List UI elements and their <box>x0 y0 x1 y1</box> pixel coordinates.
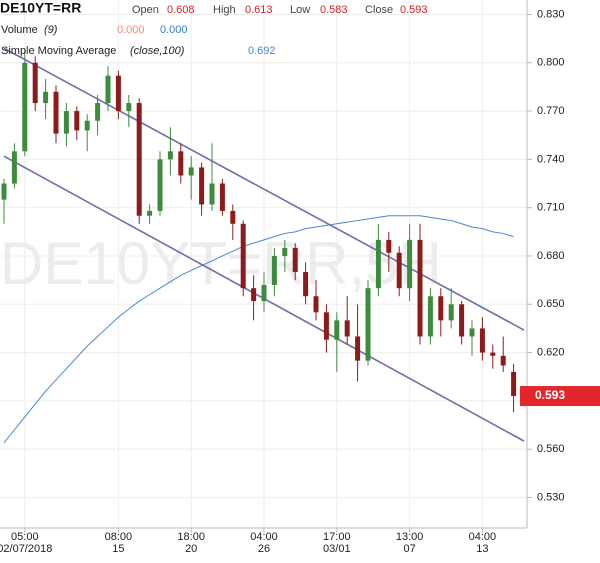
y-tick-label: 0.800 <box>537 57 565 69</box>
candle-body <box>43 91 49 104</box>
candle-body <box>417 239 423 337</box>
candle-body <box>479 328 485 353</box>
candle-body <box>365 288 371 361</box>
candle-body <box>199 167 205 205</box>
x-date-label: 20 <box>185 543 197 555</box>
ohlc-value: 0.608 <box>167 4 195 16</box>
candle-body <box>115 75 121 112</box>
candle-body <box>105 75 111 104</box>
volume-params: (9) <box>44 24 58 36</box>
trend-line <box>3 47 525 331</box>
candle-body <box>219 183 225 211</box>
candle-body <box>240 223 246 289</box>
x-tick-label: 08:00 <box>105 531 133 543</box>
x-date-label: 07 <box>403 543 415 555</box>
x-tick-label: 17:00 <box>323 531 351 543</box>
x-date-label: 13 <box>476 543 488 555</box>
y-tick-label: 0.740 <box>537 153 565 165</box>
candle-body <box>386 239 392 253</box>
candle-body <box>63 111 69 134</box>
candle-body <box>178 151 184 176</box>
ohlc-value: 0.583 <box>320 4 348 16</box>
candle-body <box>407 239 413 289</box>
candle-body <box>95 103 101 121</box>
ohlc-label: High <box>213 4 236 16</box>
ohlc-label: Low <box>290 4 310 16</box>
sma-value: 0.692 <box>248 45 276 57</box>
candle-body <box>11 151 17 184</box>
candle-body <box>448 304 454 321</box>
candle-body <box>490 352 496 356</box>
candle-body <box>1 183 7 200</box>
candle-body <box>271 255 277 285</box>
ohlc-label: Close <box>365 4 393 16</box>
candle-body <box>261 284 267 302</box>
candle-body <box>459 304 465 337</box>
x-tick-label: 04:00 <box>250 531 278 543</box>
candle-body <box>167 151 173 160</box>
y-tick-label: 0.560 <box>537 443 565 455</box>
candle-body <box>230 210 236 224</box>
y-tick-label: 0.710 <box>537 202 565 214</box>
candle-body <box>500 355 506 366</box>
candle-body <box>136 103 142 216</box>
x-date-label: 02/07/2018 <box>0 543 52 555</box>
candle-body <box>438 296 444 321</box>
candle-body <box>126 103 132 112</box>
candle-body <box>313 296 319 313</box>
last-price-badge <box>520 386 600 407</box>
candle-body <box>292 247 298 273</box>
candle-body <box>344 320 350 337</box>
y-tick-label: 0.830 <box>537 8 565 20</box>
candle-body <box>334 320 340 340</box>
candle-body <box>396 252 402 289</box>
x-tick-label: 05:00 <box>11 531 39 543</box>
y-tick-label: 0.650 <box>537 298 565 310</box>
candle-body <box>22 62 28 152</box>
candle-body <box>511 371 517 397</box>
candle-body <box>157 159 163 211</box>
volume-value: 0.000 <box>160 24 188 36</box>
candle-body <box>147 210 153 216</box>
volume-value: 0.000 <box>117 24 145 36</box>
sma-label: Simple Moving Average <box>1 45 116 57</box>
candle-body <box>323 312 329 340</box>
candle-body <box>375 239 381 289</box>
candle-body <box>282 247 288 256</box>
candle-body <box>469 328 475 337</box>
ohlc-value: 0.613 <box>245 4 273 16</box>
candle-body <box>32 62 38 104</box>
candle-body <box>74 111 80 131</box>
candle-body <box>427 296 433 337</box>
y-tick-label: 0.620 <box>537 346 565 358</box>
x-tick-label: 13:00 <box>396 531 424 543</box>
y-tick-label: 0.680 <box>537 250 565 262</box>
x-date-label: 03/01 <box>323 543 351 555</box>
chart-title: DE10YT=RR <box>0 0 81 16</box>
candle-body <box>53 91 59 134</box>
x-date-label: 15 <box>112 543 124 555</box>
candle-body <box>303 272 309 297</box>
ohlc-value: 0.593 <box>400 4 428 16</box>
candle-body <box>84 120 90 131</box>
last-price-label: 0.593 <box>535 388 565 402</box>
y-tick-label: 0.770 <box>537 105 565 117</box>
x-date-label: 26 <box>258 543 270 555</box>
watermark: DE10YT=RR,5H <box>0 230 442 297</box>
volume-label: Volume <box>1 24 38 36</box>
candle-body <box>355 336 361 361</box>
x-tick-label: 04:00 <box>469 531 497 543</box>
candle-body <box>251 288 257 302</box>
x-tick-label: 18:00 <box>177 531 205 543</box>
candle-body <box>209 183 215 205</box>
y-tick-label: 0.530 <box>537 491 565 503</box>
sma-line <box>3 215 514 444</box>
candle-body <box>188 167 194 176</box>
ohlc-label: Open <box>132 4 159 16</box>
sma-params: (close,100) <box>130 45 185 57</box>
